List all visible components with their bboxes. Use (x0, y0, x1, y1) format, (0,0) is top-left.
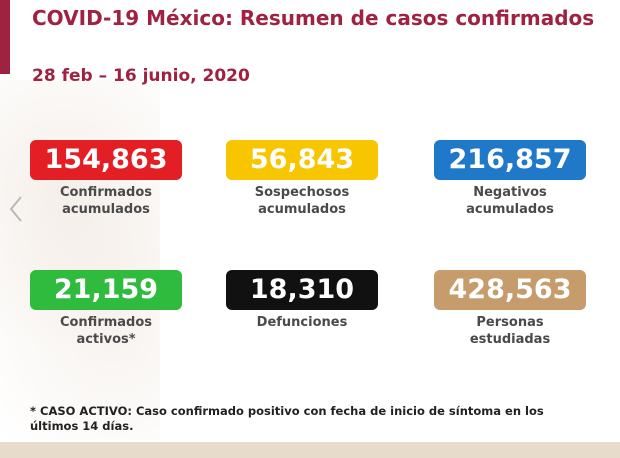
card-personas-estudiadas: 428,563 Personas estudiadas (430, 270, 590, 348)
card-confirmados-activos: 21,159 Confirmados activos* (26, 270, 186, 348)
background-watermark (0, 80, 160, 440)
card-sospechosos-acumulados: 56,843 Sospechosos acumulados (222, 140, 382, 218)
value-badge: 154,863 (30, 140, 182, 180)
value-badge: 56,843 (226, 140, 378, 180)
label-line: activos* (76, 332, 136, 347)
footnote-line: * CASO ACTIVO: Caso confirmado positivo … (30, 404, 544, 418)
card-label: Confirmados activos* (26, 314, 186, 348)
card-defunciones: 18,310 Defunciones (222, 270, 382, 331)
brand-stripe (0, 0, 10, 74)
page-title: COVID-19 México: Resumen de casos confir… (32, 6, 595, 30)
card-label: Sospechosos acumulados (222, 184, 382, 218)
label-line: acumulados (62, 202, 150, 217)
date-range: 28 feb – 16 junio, 2020 (32, 66, 250, 86)
footnote-line: últimos 14 días. (30, 419, 134, 433)
value-badge: 428,563 (434, 270, 586, 310)
card-label: Defunciones (222, 314, 382, 331)
label-line: Defunciones (256, 315, 348, 330)
footnote: * CASO ACTIVO: Caso confirmado positivo … (30, 404, 590, 434)
value-badge: 216,857 (434, 140, 586, 180)
label-line: Personas (476, 315, 544, 330)
value-badge: 18,310 (226, 270, 378, 310)
card-label: Confirmados acumulados (26, 184, 186, 218)
card-label: Personas estudiadas (430, 314, 590, 348)
card-confirmados-acumulados: 154,863 Confirmados acumulados (26, 140, 186, 218)
label-line: Confirmados (59, 185, 153, 200)
value-badge: 21,159 (30, 270, 182, 310)
label-line: Negativos (473, 185, 547, 200)
chevron-left-icon[interactable] (6, 194, 26, 224)
card-negativos-acumulados: 216,857 Negativos acumulados (430, 140, 590, 218)
label-line: acumulados (258, 202, 346, 217)
card-label: Negativos acumulados (430, 184, 590, 218)
label-line: Sospechosos (254, 185, 350, 200)
label-line: Confirmados (59, 315, 153, 330)
label-line: acumulados (466, 202, 554, 217)
bottom-bar (0, 442, 620, 458)
label-line: estudiadas (469, 332, 551, 347)
